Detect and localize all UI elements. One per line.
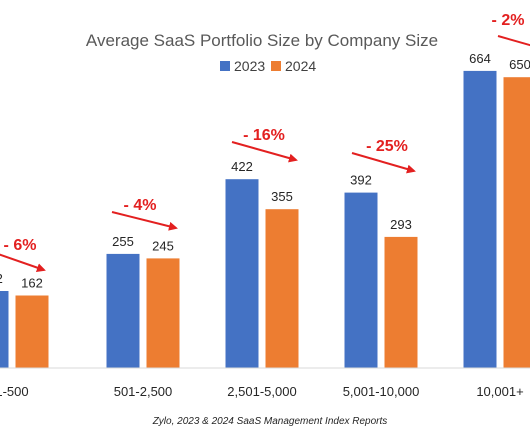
change-arrow-3 bbox=[231, 141, 298, 163]
bar-2024-3 bbox=[265, 209, 299, 368]
bar-2023-5 bbox=[463, 70, 497, 369]
value-label-2024-5: 650 bbox=[509, 57, 530, 72]
value-label-2024-1: 162 bbox=[21, 276, 43, 291]
value-label-2023-3: 422 bbox=[231, 159, 253, 174]
bar-2023-3 bbox=[225, 179, 259, 368]
bar-2024-1 bbox=[15, 295, 49, 368]
change-label-1: - 6% bbox=[4, 237, 37, 254]
legend-swatch-2023 bbox=[220, 61, 230, 71]
bars-group bbox=[0, 70, 530, 369]
value-label-2023-4: 392 bbox=[350, 173, 372, 188]
legend-label-2024: 2024 bbox=[285, 58, 316, 74]
change-arrow-4 bbox=[351, 152, 416, 174]
bar-2024-4 bbox=[384, 236, 418, 368]
value-labels-group: 172 162 255 245 422 355 392 293 664 650 bbox=[0, 51, 530, 291]
value-label-2024-4: 293 bbox=[390, 217, 412, 232]
bar-2024-2 bbox=[146, 258, 180, 368]
bar-2023-4 bbox=[344, 192, 378, 368]
change-label-4: - 25% bbox=[366, 138, 408, 155]
x-axis-tick-labels: 1-500 501-2,500 2,501-5,000 5,001-10,000 10,… bbox=[0, 384, 524, 399]
value-label-2023-5: 664 bbox=[469, 51, 491, 66]
value-label-2023-2: 255 bbox=[112, 234, 134, 249]
change-label-5: - 2% bbox=[492, 12, 525, 29]
change-arrow-1 bbox=[0, 253, 46, 272]
change-label-2: - 4% bbox=[124, 197, 157, 214]
source-note: Zylo, 2023 & 2024 SaaS Management Index … bbox=[152, 416, 388, 427]
bar-2023-2 bbox=[106, 253, 140, 368]
bar-2023-1 bbox=[0, 291, 9, 368]
legend-label-2023: 2023 bbox=[234, 58, 265, 74]
change-label-3: - 16% bbox=[243, 127, 285, 144]
value-label-2024-3: 355 bbox=[271, 189, 293, 204]
tick-label-5: 10,001+ bbox=[476, 384, 523, 399]
tick-label-3: 2,501-5,000 bbox=[227, 384, 296, 399]
bar-2024-5 bbox=[503, 77, 530, 368]
legend: 2023 2024 bbox=[220, 58, 316, 74]
legend-swatch-2024 bbox=[271, 61, 281, 71]
value-label-2024-2: 245 bbox=[152, 238, 174, 253]
change-arrow-2 bbox=[111, 211, 178, 231]
chart-title: Average SaaS Portfolio Size by Company S… bbox=[86, 31, 438, 50]
tick-label-1: 1-500 bbox=[0, 384, 29, 399]
value-label-2023-1: 172 bbox=[0, 271, 3, 286]
change-arrow-5 bbox=[497, 35, 530, 47]
tick-label-2: 501-2,500 bbox=[114, 384, 173, 399]
tick-label-4: 5,001-10,000 bbox=[343, 384, 420, 399]
change-annotations: - 6% - 4% - 16% - 25% - 2% bbox=[0, 12, 530, 272]
